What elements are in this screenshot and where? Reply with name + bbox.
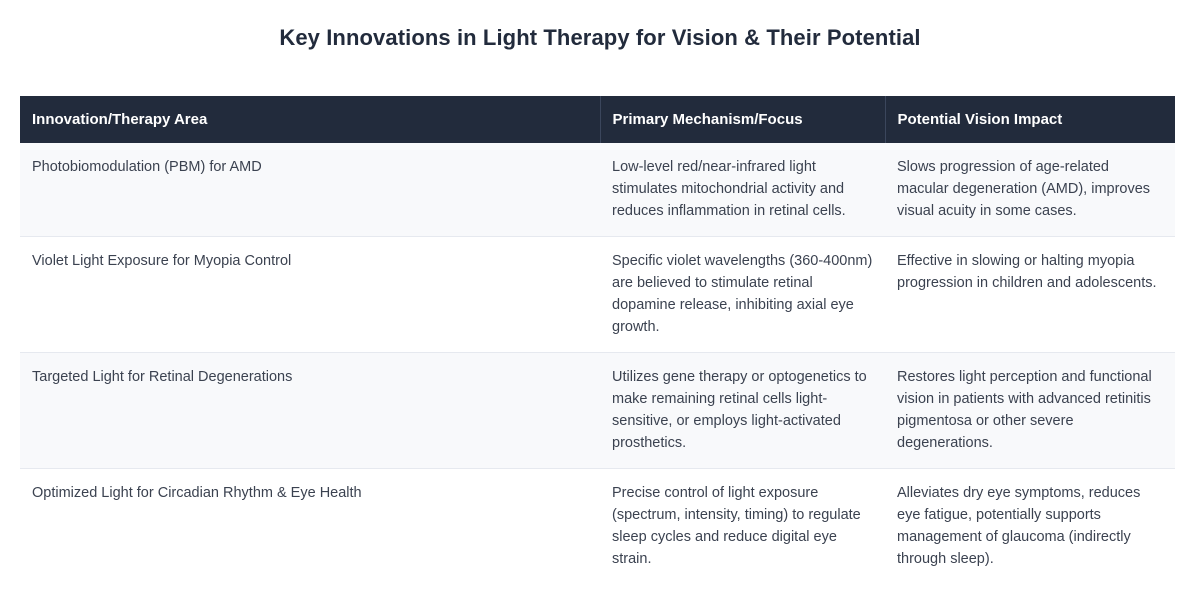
cell-innovation-area: Photobiomodulation (PBM) for AMD [20, 143, 600, 237]
innovations-table: Innovation/Therapy Area Primary Mechanis… [20, 96, 1175, 584]
cell-innovation-area: Optimized Light for Circadian Rhythm & E… [32, 485, 362, 501]
table-header-row: Innovation/Therapy Area Primary Mechanis… [20, 96, 1175, 143]
page-title: Key Innovations in Light Therapy for Vis… [279, 25, 921, 50]
cell-potential-impact: Effective in slowing or halting myopia p… [885, 236, 1175, 353]
cell-potential-impact: Alleviates dry eye symptoms, reduces eye… [897, 485, 1141, 567]
cell-primary-mechanism: Precise control of light exposure (spect… [612, 485, 861, 567]
table-body: Photobiomodulation (PBM) for AMD Low-lev… [20, 143, 1175, 584]
cell-innovation-area: Targeted Light for Retinal Degenerations [20, 352, 600, 469]
cell-potential-impact: Slows progression of age-related macular… [885, 143, 1175, 237]
column-header-primary-mechanism: Primary Mechanism/Focus [600, 96, 886, 143]
cell-primary-mechanism: Specific violet wavelengths (360-400nm) … [600, 236, 885, 353]
column-header-innovation-area: Innovation/Therapy Area [20, 96, 601, 143]
cell-primary-mechanism: Utilizes gene therapy or optogenetics to… [600, 352, 885, 469]
table-row: Optimized Light for Circadian Rhythm & E… [20, 468, 1175, 584]
cell-innovation-area: Violet Light Exposure for Myopia Control [20, 236, 600, 353]
table-row: Targeted Light for Retinal Degenerations… [20, 352, 1175, 469]
table-header: Innovation/Therapy Area Primary Mechanis… [20, 96, 1175, 143]
column-header-potential-impact: Potential Vision Impact [897, 110, 1063, 128]
table-row: Violet Light Exposure for Myopia Control… [20, 236, 1175, 353]
cell-primary-mechanism: Low-level red/near-infrared light stimul… [600, 143, 885, 237]
table-container: Innovation/Therapy Area Primary Mechanis… [20, 96, 1175, 584]
table-row: Photobiomodulation (PBM) for AMD Low-lev… [20, 143, 1175, 237]
cell-potential-impact: Restores light perception and functional… [885, 352, 1175, 469]
